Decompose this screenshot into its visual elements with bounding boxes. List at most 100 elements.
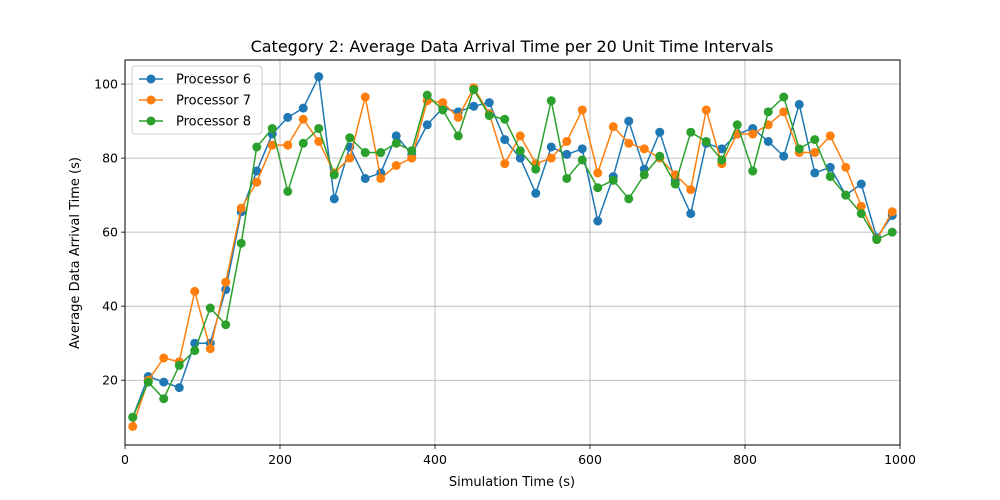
- data-point: [779, 92, 789, 102]
- data-point: [128, 421, 138, 431]
- data-point: [438, 105, 448, 115]
- y-tick-label: 80: [102, 151, 118, 166]
- data-point: [779, 151, 789, 161]
- y-tick-label: 40: [102, 299, 118, 314]
- x-tick-label: 0: [121, 452, 129, 467]
- data-point: [422, 90, 432, 100]
- data-point: [283, 140, 293, 150]
- data-point: [422, 120, 432, 130]
- data-point: [562, 136, 572, 146]
- data-point: [717, 144, 727, 154]
- data-point: [515, 153, 525, 163]
- data-point: [345, 153, 355, 163]
- data-point: [484, 111, 494, 121]
- data-point: [810, 135, 820, 145]
- data-point: [562, 149, 572, 159]
- data-point: [174, 383, 184, 393]
- data-point: [655, 151, 665, 161]
- data-point: [701, 105, 711, 115]
- data-point: [469, 85, 479, 95]
- data-point: [608, 122, 618, 132]
- data-point: [825, 172, 835, 182]
- data-point: [655, 127, 665, 137]
- data-point: [360, 92, 370, 102]
- data-point: [159, 353, 169, 363]
- data-point: [205, 344, 215, 354]
- data-point: [500, 159, 510, 169]
- x-axis-label: Simulation Time (s): [449, 475, 575, 490]
- y-axis-label: Average Data Arrival Time (s): [68, 157, 83, 349]
- series-3: [128, 85, 897, 422]
- data-point: [252, 177, 262, 187]
- data-point: [438, 98, 448, 108]
- data-point: [283, 112, 293, 122]
- x-tick-label: 1000: [884, 452, 916, 467]
- data-point: [686, 209, 696, 219]
- data-point: [298, 114, 308, 124]
- data-point: [391, 131, 401, 141]
- data-point: [593, 183, 603, 193]
- data-point: [252, 142, 262, 152]
- data-point: [236, 238, 246, 248]
- data-point: [314, 72, 324, 82]
- data-point: [887, 207, 897, 217]
- data-point: [608, 175, 618, 185]
- data-point: [686, 185, 696, 195]
- data-point: [314, 123, 324, 133]
- data-point: [670, 179, 680, 189]
- data-point: [376, 148, 386, 158]
- chart-title: Category 2: Average Data Arrival Time pe…: [251, 37, 774, 56]
- data-point: [143, 377, 153, 387]
- data-point: [500, 135, 510, 145]
- data-point: [794, 144, 804, 154]
- data-point: [205, 303, 215, 313]
- legend-label: Processor 6: [176, 73, 251, 88]
- data-point: [252, 166, 262, 176]
- data-point: [453, 112, 463, 122]
- data-point: [298, 138, 308, 148]
- data-point: [686, 127, 696, 137]
- y-tick-label: 60: [102, 225, 118, 240]
- data-point: [763, 136, 773, 146]
- data-point: [329, 194, 339, 204]
- data-point: [345, 133, 355, 143]
- data-point: [639, 144, 649, 154]
- data-point: [221, 320, 231, 330]
- data-point: [360, 173, 370, 183]
- legend-label: Processor 7: [176, 94, 251, 109]
- data-point: [546, 142, 556, 152]
- data-point: [159, 377, 169, 387]
- data-point: [546, 153, 556, 163]
- legend-label: Processor 8: [176, 115, 251, 130]
- legend-box: [131, 65, 263, 135]
- data-point: [577, 105, 587, 115]
- data-point: [779, 107, 789, 117]
- data-point: [810, 168, 820, 178]
- data-point: [748, 166, 758, 176]
- data-point: [546, 96, 556, 106]
- data-point: [236, 203, 246, 213]
- data-point: [701, 136, 711, 146]
- y-tick-label: 100: [94, 77, 118, 92]
- grid: [124, 60, 901, 445]
- data-point: [515, 146, 525, 156]
- data-point: [841, 190, 851, 200]
- x-tick-label: 400: [423, 452, 447, 467]
- data-point: [872, 235, 882, 245]
- data-point: [763, 107, 773, 117]
- data-point: [267, 140, 277, 150]
- data-point: [298, 103, 308, 113]
- data-point: [794, 99, 804, 109]
- data-point: [577, 144, 587, 154]
- data-point: [515, 131, 525, 141]
- data-point: [407, 146, 417, 156]
- data-point: [577, 155, 587, 165]
- data-point: [856, 209, 866, 219]
- data-point: [562, 173, 572, 183]
- legend-marker: [146, 95, 156, 105]
- data-point: [376, 173, 386, 183]
- y-tick-label: 20: [102, 373, 118, 388]
- data-point: [856, 179, 866, 189]
- data-point: [624, 138, 634, 148]
- data-point: [531, 188, 541, 198]
